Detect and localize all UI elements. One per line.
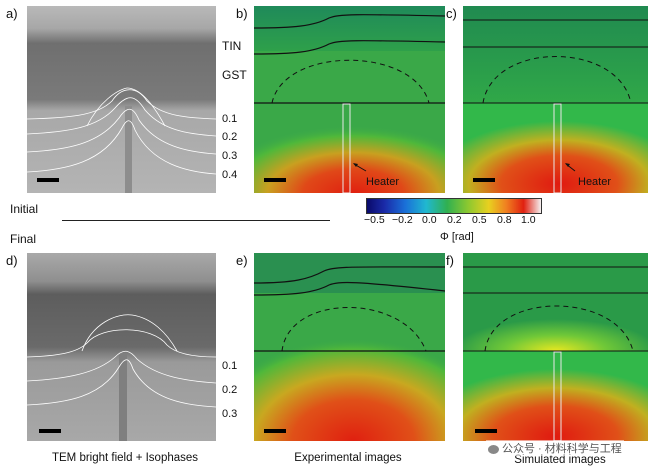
caption-tem: TEM bright field + Isophases	[51, 452, 199, 464]
tem-image-initial	[27, 6, 216, 193]
panel-label-b: b)	[236, 6, 248, 21]
heater-label-experimental: Heater	[366, 176, 400, 188]
layer-label-tin: TIN	[222, 39, 242, 53]
state-label-initial: Initial	[10, 202, 39, 216]
panel-label-d: d)	[6, 253, 18, 268]
wechat-icon	[488, 444, 499, 454]
caption-experimental: Experimental images	[294, 452, 402, 464]
caption-simulated: Simulated images	[514, 454, 606, 466]
colorbar-tick: 0.8	[497, 214, 512, 226]
experimental-image-final	[254, 253, 445, 441]
heater-label-simulated: Heater	[578, 176, 612, 188]
state-label-final: Final	[10, 232, 37, 246]
watermark: 公众号 · 材料科学与工程	[486, 440, 624, 456]
experimental-image-initial	[254, 6, 445, 193]
isophase-label: 0.2	[222, 384, 238, 396]
divider-line	[62, 220, 330, 221]
colorbar-tick: −0.5	[364, 214, 385, 226]
colorbar-tick: −0.2	[392, 214, 413, 226]
colorbar-tick: 0.5	[472, 214, 487, 226]
tem-image-final	[27, 253, 216, 441]
panel-label-e: e)	[236, 253, 248, 268]
colorbar-unit: Φ [rad]	[440, 231, 474, 243]
isophase-label: 0.2	[222, 131, 238, 143]
colorbar-tick: 0.2	[447, 214, 462, 226]
panel-label-c: c)	[446, 6, 457, 21]
isophase-label: 0.3	[222, 408, 238, 420]
colorbar-tick: 1.0	[521, 214, 536, 226]
isophase-label: 0.4	[222, 169, 238, 181]
layer-label-gst: GST	[222, 68, 247, 82]
panel-label-f: f)	[446, 253, 454, 268]
simulated-image-initial	[463, 6, 648, 193]
colorbar	[366, 198, 542, 214]
watermark-text: 公众号 · 材料科学与工程	[502, 443, 622, 455]
panel-label-a: a)	[6, 6, 18, 21]
colorbar-tick: 0.0	[422, 214, 437, 226]
isophase-label: 0.1	[222, 360, 238, 372]
isophase-label: 0.3	[222, 150, 238, 162]
isophase-label: 0.1	[222, 113, 238, 125]
simulated-image-final	[463, 253, 648, 441]
